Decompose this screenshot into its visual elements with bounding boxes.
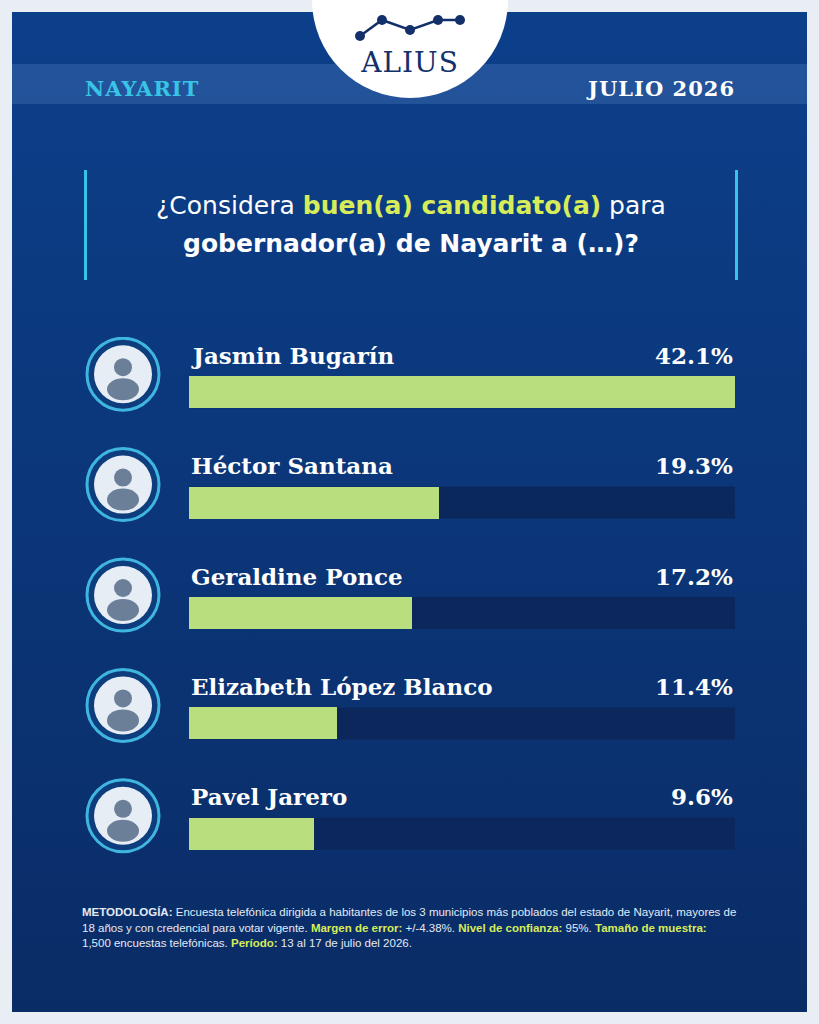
svg-text:11.4%: 11.4% (655, 673, 733, 700)
html-text:¿Considera buen(a) candidato(a: ¿Considera buen(a) candidato(a) para (156, 191, 666, 220)
svg-text:19.3%: 19.3% (655, 452, 733, 479)
svg-text:Pavel Jarero: Pavel Jarero (191, 783, 347, 810)
html-text:ALIUS: ALIUS (361, 46, 459, 79)
html-text:METODOLOGÍA: Encuesta telefóni: METODOLOGÍA: Encuesta telefónica dirigid… (82, 906, 737, 934)
html-text:1,500 encuestas telefónicas. P: 1,500 encuestas telefónicas. Período: 13… (82, 937, 412, 949)
html-text:NAYARIT: NAYARIT (85, 76, 200, 101)
svg-text:Héctor Santana: Héctor Santana (191, 452, 393, 479)
svg-text:42.1%: 42.1% (655, 342, 733, 369)
svg-text:9.6%: 9.6% (671, 783, 733, 810)
html-text:JULIO 2026: JULIO 2026 (588, 76, 735, 101)
svg-text:Jasmin Bugarín: Jasmin Bugarín (191, 342, 395, 369)
svg-text:17.2%: 17.2% (655, 563, 733, 590)
html-text:gobernador(a) de Nayarit a (…): gobernador(a) de Nayarit a (…)? (183, 229, 639, 258)
svg-text:Elizabeth López Blanco: Elizabeth López Blanco (191, 673, 492, 700)
svg-text:Geraldine Ponce: Geraldine Ponce (191, 563, 403, 590)
